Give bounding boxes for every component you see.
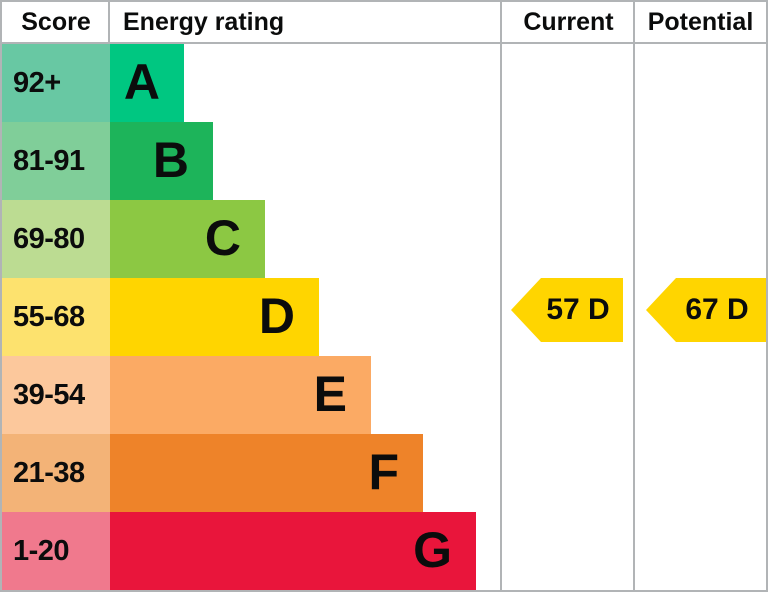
band-row: 21-38 F (2, 434, 766, 512)
potential-column-divider (633, 2, 635, 590)
band-row: 69-80 C (2, 200, 766, 278)
energy-rating-column-header: Energy rating (123, 7, 285, 36)
band-bar: F (110, 434, 423, 512)
band-bar: D (110, 278, 319, 356)
potential-rating-label: 67 D (685, 293, 749, 326)
band-row: 39-54 E (2, 356, 766, 434)
band-score-range: 21-38 (2, 434, 110, 512)
current-rating-label: 57 D (546, 293, 610, 326)
band-bar: B (110, 122, 213, 200)
band-score-range: 39-54 (2, 356, 110, 434)
band-letter: C (204, 210, 241, 266)
band-row: 55-68 D (2, 278, 766, 356)
score-column-header: Score (21, 7, 91, 36)
band-row: 92+ A (2, 44, 766, 122)
band-letter: B (152, 132, 189, 188)
potential-column-header: Potential (647, 7, 754, 36)
band-score-range: 92+ (2, 44, 110, 122)
band-score-range: 69-80 (2, 200, 110, 278)
band-score-range: 1-20 (2, 512, 110, 590)
band-letter: E (313, 366, 347, 422)
score-column-divider (108, 2, 110, 42)
band-score-range: 55-68 (2, 278, 110, 356)
current-column-header: Current (523, 7, 614, 36)
band-bar: E (110, 356, 371, 434)
band-score-range: 81-91 (2, 122, 110, 200)
band-bar: G (110, 512, 476, 590)
band-bar: A (110, 44, 184, 122)
bands-area: 92+ A 81-91 B 69-80 C 55-68 D 39-54 E 21… (2, 44, 766, 590)
band-letter: F (368, 444, 399, 500)
current-column-divider (500, 2, 502, 590)
band-row: 81-91 B (2, 122, 766, 200)
band-bar: C (110, 200, 265, 278)
header-row: Score Energy rating Current Potential (2, 2, 766, 44)
band-letter: G (413, 522, 452, 578)
band-letter: A (123, 54, 160, 110)
band-row: 1-20 G (2, 512, 766, 590)
band-letter: D (258, 288, 295, 344)
